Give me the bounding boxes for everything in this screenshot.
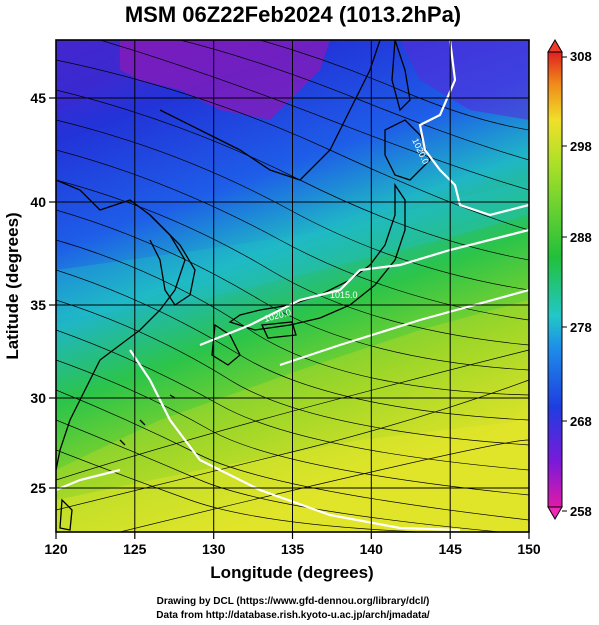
- y-axis-label: Latitude (degrees): [3, 212, 22, 359]
- x-tick-label: 150: [517, 541, 541, 557]
- y-tick-label: 45: [30, 90, 46, 106]
- colorbar-tick-label: 258: [570, 504, 592, 519]
- colorbar-tick-label: 278: [570, 320, 592, 335]
- grid-lines: [56, 40, 529, 532]
- coastlines: [56, 40, 431, 531]
- x-tick-labels: 120 125 130 135 140 145 150: [44, 541, 541, 557]
- x-axis-label: Longitude (degrees): [210, 563, 373, 582]
- colorbar-tick-label: 298: [570, 139, 592, 154]
- x-tick-label: 130: [202, 541, 226, 557]
- y-tick-label: 30: [30, 390, 46, 406]
- y-tick-label: 25: [30, 480, 46, 496]
- credit-drawing: Drawing by DCL (https://www.gfd-dennou.o…: [157, 596, 430, 607]
- contour-label-3: 1015.0: [330, 290, 358, 300]
- colorbar-min-arrow: [547, 506, 563, 520]
- x-tick-label: 125: [123, 541, 147, 557]
- x-tick-label: 145: [439, 541, 463, 557]
- y-tick-label: 40: [30, 194, 46, 210]
- credit-data: Data from http://database.rish.kyoto-u.a…: [156, 610, 430, 621]
- x-tick-label: 135: [281, 541, 305, 557]
- y-tick-label: 35: [30, 297, 46, 313]
- colorbar-scale: [547, 51, 563, 508]
- x-tick-label: 140: [360, 541, 384, 557]
- colorbar-tick-label: 308: [570, 49, 592, 64]
- y-tick-labels: 25 30 35 40 45: [30, 90, 46, 496]
- axis-tick-marks: [49, 97, 530, 539]
- colorbar-max-arrow: [547, 39, 563, 53]
- plot-title: MSM 06Z22Feb2024 (1013.2hPa): [125, 2, 461, 27]
- colorbar-tick-label: 288: [570, 230, 592, 245]
- colorbar: 308 298 288 278 268 258: [547, 39, 592, 520]
- x-tick-label: 120: [44, 541, 68, 557]
- colorbar-tick-label: 268: [570, 414, 592, 429]
